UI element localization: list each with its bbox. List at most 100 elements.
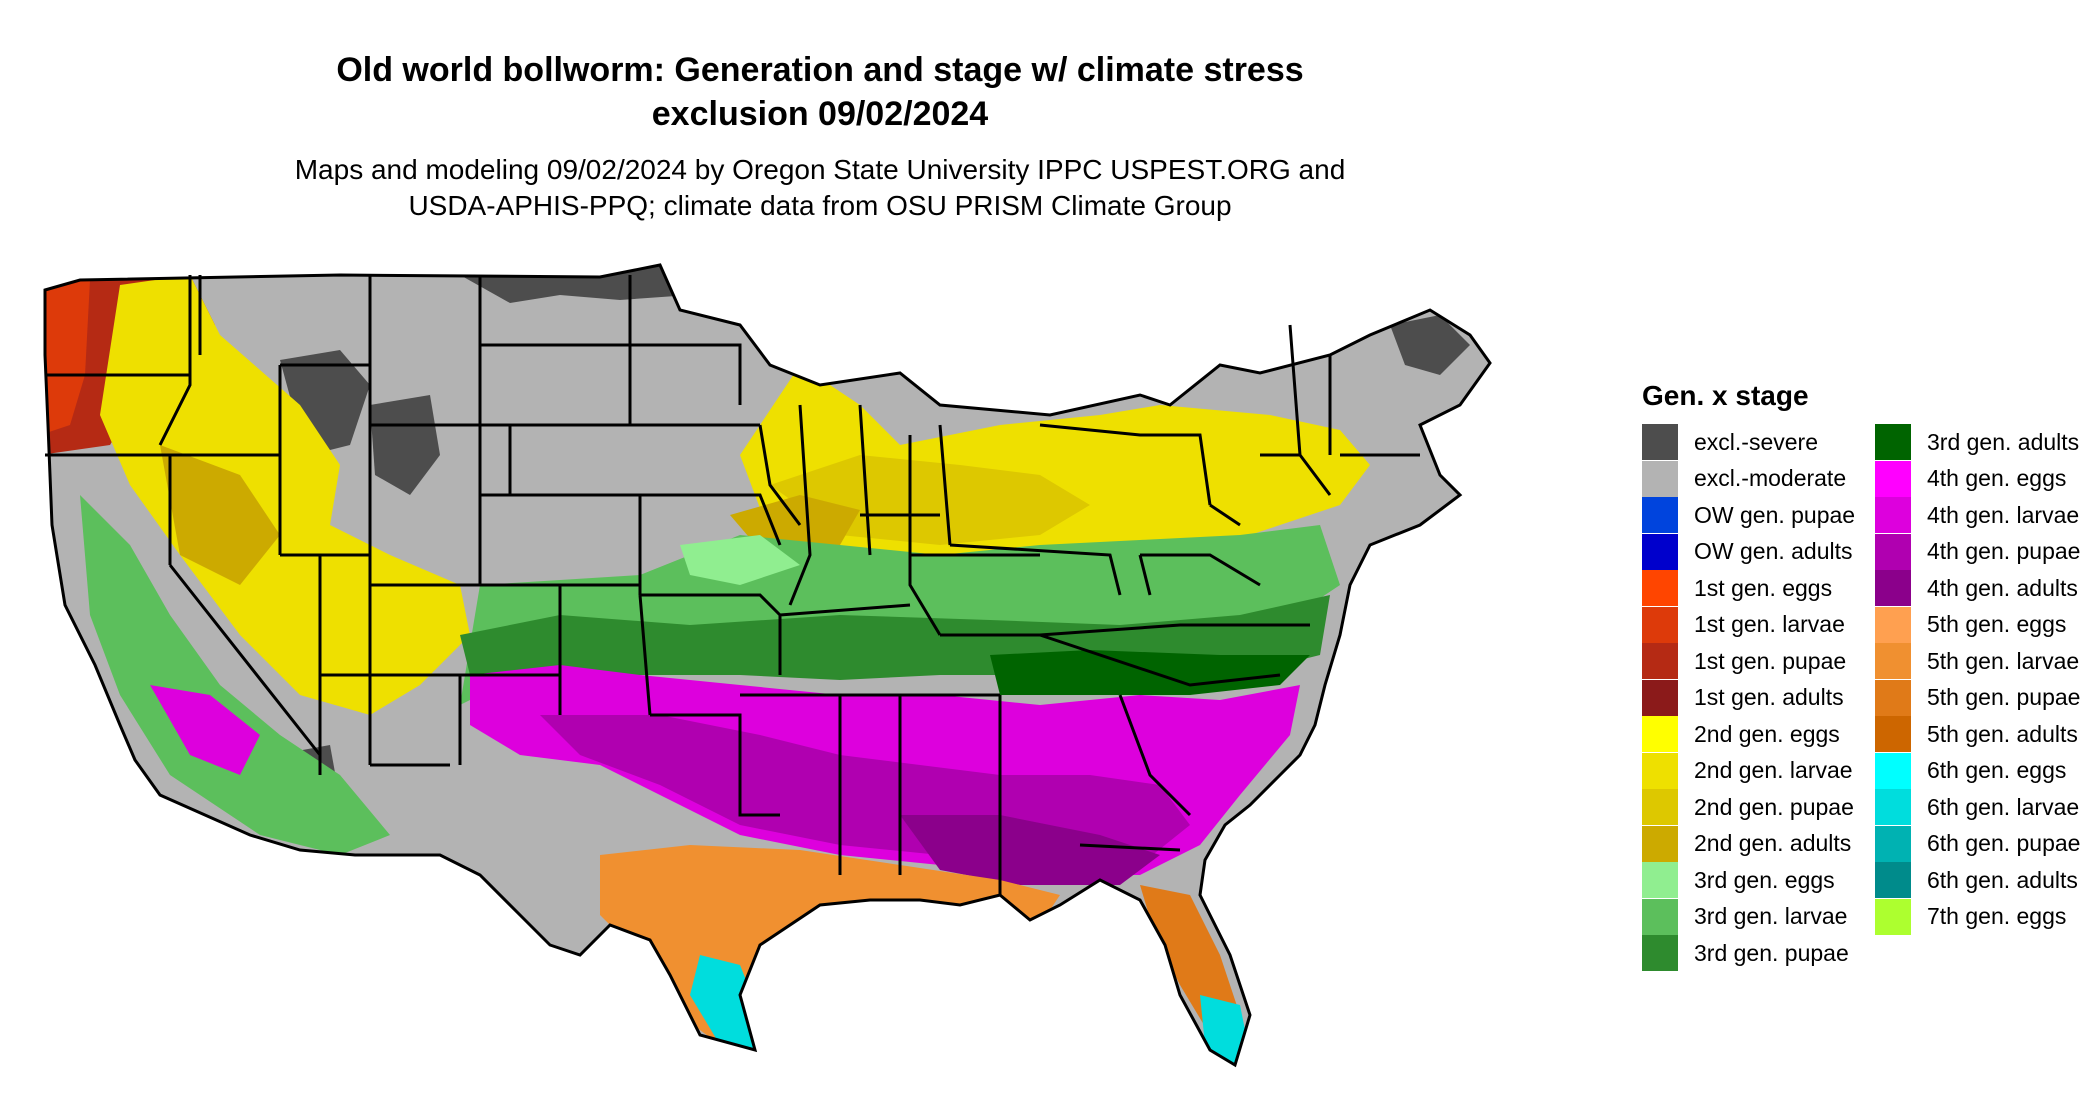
legend-swatch	[1642, 789, 1678, 826]
legend-label: 5th gen. eggs	[1927, 611, 2067, 638]
legend-swatch	[1875, 533, 1911, 570]
zone-2nd-gen-adults-west	[160, 445, 280, 585]
conus-phenology-map	[43, 263, 1492, 1068]
legend-swatch	[1875, 570, 1911, 607]
legend-item: 1st gen. larvae	[1642, 606, 1855, 644]
zone-6th-gen-south-texas	[690, 955, 760, 1055]
zone-4th-gen-adults-gulf	[900, 815, 1160, 885]
zone-3rd-gen-larvae-central	[460, 525, 1340, 705]
legend-item: 3rd gen. eggs	[1642, 862, 1855, 899]
legend-item: 1st gen. eggs	[1642, 570, 1855, 607]
legend-item: 2nd gen. adults	[1642, 825, 1855, 863]
zone-4th-gen-southwest-desert	[150, 685, 260, 775]
legend-label: 3rd gen. larvae	[1694, 903, 1848, 930]
legend-swatch	[1642, 424, 1678, 461]
legend-swatch	[1642, 716, 1678, 753]
map-subtitle-line-2: USDA-APHIS-PPQ; climate data from OSU PR…	[408, 190, 1232, 221]
phenology-zones	[45, 265, 1470, 1065]
conus-border	[43, 263, 1492, 1068]
legend-swatch	[1642, 643, 1678, 680]
zone-1st-gen-larvae-coast	[45, 275, 90, 435]
legend-item: 4th gen. adults	[1875, 570, 2080, 607]
legend-item: excl.-severe	[1642, 424, 1855, 461]
state-lines-west	[45, 275, 512, 775]
legend-item: 4th gen. larvae	[1875, 497, 2080, 534]
legend-item: 2nd gen. pupae	[1642, 789, 1855, 826]
legend-item: 3rd gen. larvae	[1642, 898, 1855, 936]
zone-3rd-gen-pupae-southern	[460, 595, 1330, 715]
legend-label: 5th gen. adults	[1927, 720, 2078, 747]
legend-swatch	[1875, 825, 1911, 862]
legend-label: 1st gen. larvae	[1694, 611, 1845, 638]
legend-label: 1st gen. adults	[1694, 684, 1844, 711]
legend-item: 2nd gen. eggs	[1642, 716, 1855, 753]
legend-item: 6th gen. pupae	[1875, 825, 2081, 863]
legend-swatch	[1642, 497, 1678, 534]
map-title-line-1: Old world bollworm: Generation and stage…	[336, 51, 1304, 89]
legend-swatch	[1642, 862, 1678, 899]
legend-swatch	[1875, 898, 1911, 935]
legend-swatch	[1875, 789, 1911, 826]
legend-item: 4th gen. eggs	[1875, 460, 2080, 498]
zone-3rd-gen-eggs-midwest	[680, 535, 800, 585]
legend-label: 3rd gen. eggs	[1694, 866, 1835, 893]
legend-swatch	[1875, 497, 1911, 534]
state-lines-central	[630, 343, 940, 875]
legend-item: 1st gen. adults	[1642, 679, 1855, 717]
zone-5th-gen-florida	[1140, 885, 1240, 1035]
legend-label: excl.-severe	[1694, 428, 1818, 455]
legend-label: 4th gen. larvae	[1927, 501, 2080, 528]
legend-label: 6th gen. eggs	[1927, 757, 2067, 784]
legend-swatch	[1875, 643, 1911, 680]
state-boundaries	[43, 263, 1492, 1068]
legend-swatch	[1642, 460, 1678, 497]
legend-item: 5th gen. larvae	[1875, 643, 2080, 680]
legend-item: 5th gen. eggs	[1875, 606, 2080, 644]
legend-swatch	[1642, 935, 1678, 972]
zone-2nd-gen-west	[100, 275, 470, 715]
legend-item: 5th gen. pupae	[1875, 679, 2081, 717]
map-title-line-2: exclusion 09/02/2024	[651, 95, 989, 133]
legend-item: 6th gen. eggs	[1875, 752, 2080, 790]
legend-item: OW gen. pupae	[1642, 497, 1855, 534]
legend-label: 6th gen. pupae	[1927, 830, 2081, 857]
legend-label: 4th gen. adults	[1927, 574, 2078, 601]
legend-label: 7th gen. eggs	[1927, 903, 2067, 930]
legend-swatch	[1875, 862, 1911, 899]
legend-label: 5th gen. pupae	[1927, 684, 2081, 711]
legend-item: 5th gen. adults	[1875, 716, 2080, 753]
legend-swatch	[1875, 716, 1911, 753]
legend-label: excl.-moderate	[1694, 465, 1847, 492]
legend-label: 3rd gen. adults	[1927, 428, 2080, 455]
legend-swatch	[1875, 606, 1911, 643]
legend-item: OW gen. adults	[1642, 533, 1855, 571]
legend-label: 2nd gen. adults	[1694, 830, 1852, 857]
zone-excl-severe-colorado	[370, 395, 440, 495]
legend-label: 4th gen. eggs	[1927, 465, 2067, 492]
zone-excl-severe-maine	[1390, 315, 1470, 375]
legend-swatch	[1642, 679, 1678, 716]
legend-item: 6th gen. larvae	[1875, 789, 2080, 826]
legend-item: 3rd gen. pupae	[1642, 935, 1855, 972]
legend-label: OW gen. pupae	[1694, 501, 1856, 528]
legend-swatch	[1642, 570, 1678, 607]
legend-label: 3rd gen. pupae	[1694, 939, 1849, 966]
zone-3rd-gen-southwest	[80, 495, 390, 855]
legend-swatch	[1642, 606, 1678, 643]
map-subtitle-line-1: Maps and modeling 09/02/2024 by Oregon S…	[294, 154, 1346, 185]
legend-item: excl.-moderate	[1642, 460, 1855, 498]
legend-item: 2nd gen. larvae	[1642, 752, 1855, 790]
legend-label: 4th gen. pupae	[1927, 538, 2081, 565]
legend-swatch	[1875, 460, 1911, 497]
legend-swatch	[1875, 752, 1911, 789]
legend-column-1: excl.-severe excl.-moderate OW gen. pupae O…	[1642, 424, 1855, 972]
legend-label: OW gen. adults	[1694, 538, 1853, 565]
legend-label: 2nd gen. eggs	[1694, 720, 1840, 747]
legend-label: 6th gen. adults	[1927, 866, 2078, 893]
legend-swatch	[1642, 533, 1678, 570]
legend-label: 5th gen. larvae	[1927, 647, 2080, 674]
legend-label: 6th gen. larvae	[1927, 793, 2080, 820]
legend-item: 6th gen. adults	[1875, 862, 2080, 899]
legend-swatch	[1875, 679, 1911, 716]
legend-item: 1st gen. pupae	[1642, 643, 1855, 680]
